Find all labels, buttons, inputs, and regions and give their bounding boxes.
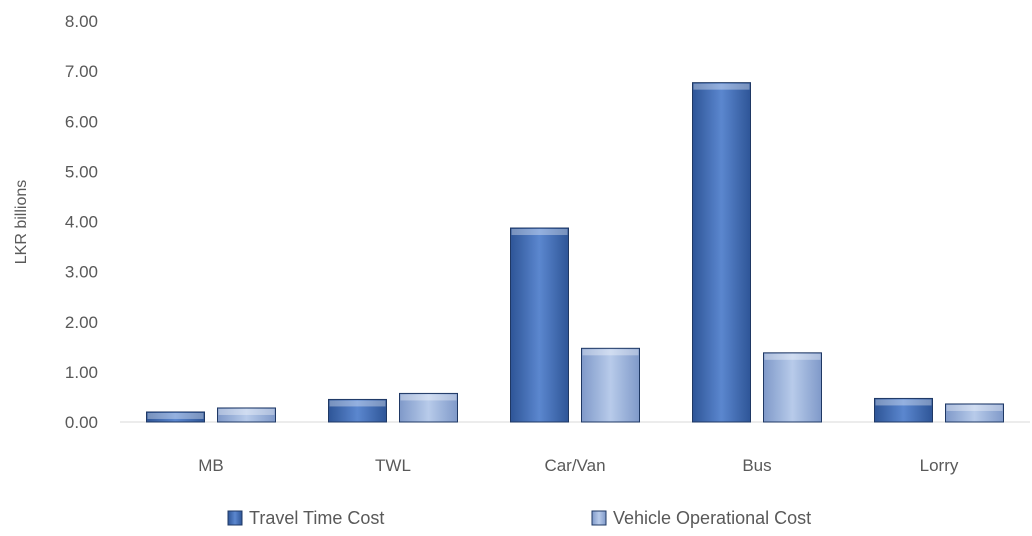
bar-bevel — [329, 400, 386, 407]
bar-vehicle-operational-cost — [399, 392, 458, 423]
bar-vehicle-operational-cost — [581, 347, 640, 423]
legend-swatch-vehicle-operational-cost — [591, 510, 607, 526]
y-tick-label: 6.00 — [65, 112, 98, 131]
x-axis-tick-labels: MB TWL Car/Van Bus Lorry — [198, 456, 959, 475]
bar-bevel — [511, 229, 568, 236]
bar-bevel — [582, 349, 639, 356]
bar-bevel — [875, 399, 932, 406]
bar-travel-time-cost — [146, 411, 205, 423]
bar-travel-time-cost — [510, 227, 569, 423]
y-tick-label: 8.00 — [65, 12, 98, 31]
bar-bevel — [400, 394, 457, 401]
bar-bevel — [693, 83, 750, 90]
x-tick-label: MB — [198, 456, 224, 475]
legend: Travel Time Cost Vehicle Operational Cost — [227, 508, 811, 528]
y-tick-label: 1.00 — [65, 363, 98, 382]
bar-bevel — [218, 408, 275, 415]
y-axis-title: LKR billions — [13, 180, 30, 264]
y-tick-label: 7.00 — [65, 62, 98, 81]
y-tick-label: 3.00 — [65, 263, 98, 282]
bar-bevel — [147, 412, 204, 419]
bar-vehicle-operational-cost — [217, 407, 276, 423]
x-tick-label: Lorry — [920, 456, 959, 475]
legend-swatch-travel-time-cost — [227, 510, 243, 526]
y-tick-label: 4.00 — [65, 213, 98, 232]
bar-bevel — [764, 353, 821, 360]
y-tick-label: 0.00 — [65, 413, 98, 432]
y-tick-label: 2.00 — [65, 313, 98, 332]
y-tick-label: 5.00 — [65, 162, 98, 181]
bar-bevel — [946, 404, 1003, 411]
bar-travel-time-cost — [692, 82, 751, 423]
legend-label: Travel Time Cost — [249, 508, 384, 528]
y-axis-title-group: LKR billions — [13, 180, 30, 264]
y-axis-tick-labels: 0.00 1.00 2.00 3.00 4.00 5.00 6.00 7.00 8.00 — [65, 12, 98, 432]
bar-vehicle-operational-cost — [763, 352, 822, 423]
bars-group — [146, 82, 1004, 423]
bar-travel-time-cost — [328, 398, 387, 423]
x-tick-label: Bus — [742, 456, 771, 475]
bar-vehicle-operational-cost — [945, 403, 1004, 423]
x-tick-label: TWL — [375, 456, 411, 475]
legend-label: Vehicle Operational Cost — [613, 508, 811, 528]
x-tick-label: Car/Van — [544, 456, 605, 475]
bar-travel-time-cost — [874, 397, 933, 423]
